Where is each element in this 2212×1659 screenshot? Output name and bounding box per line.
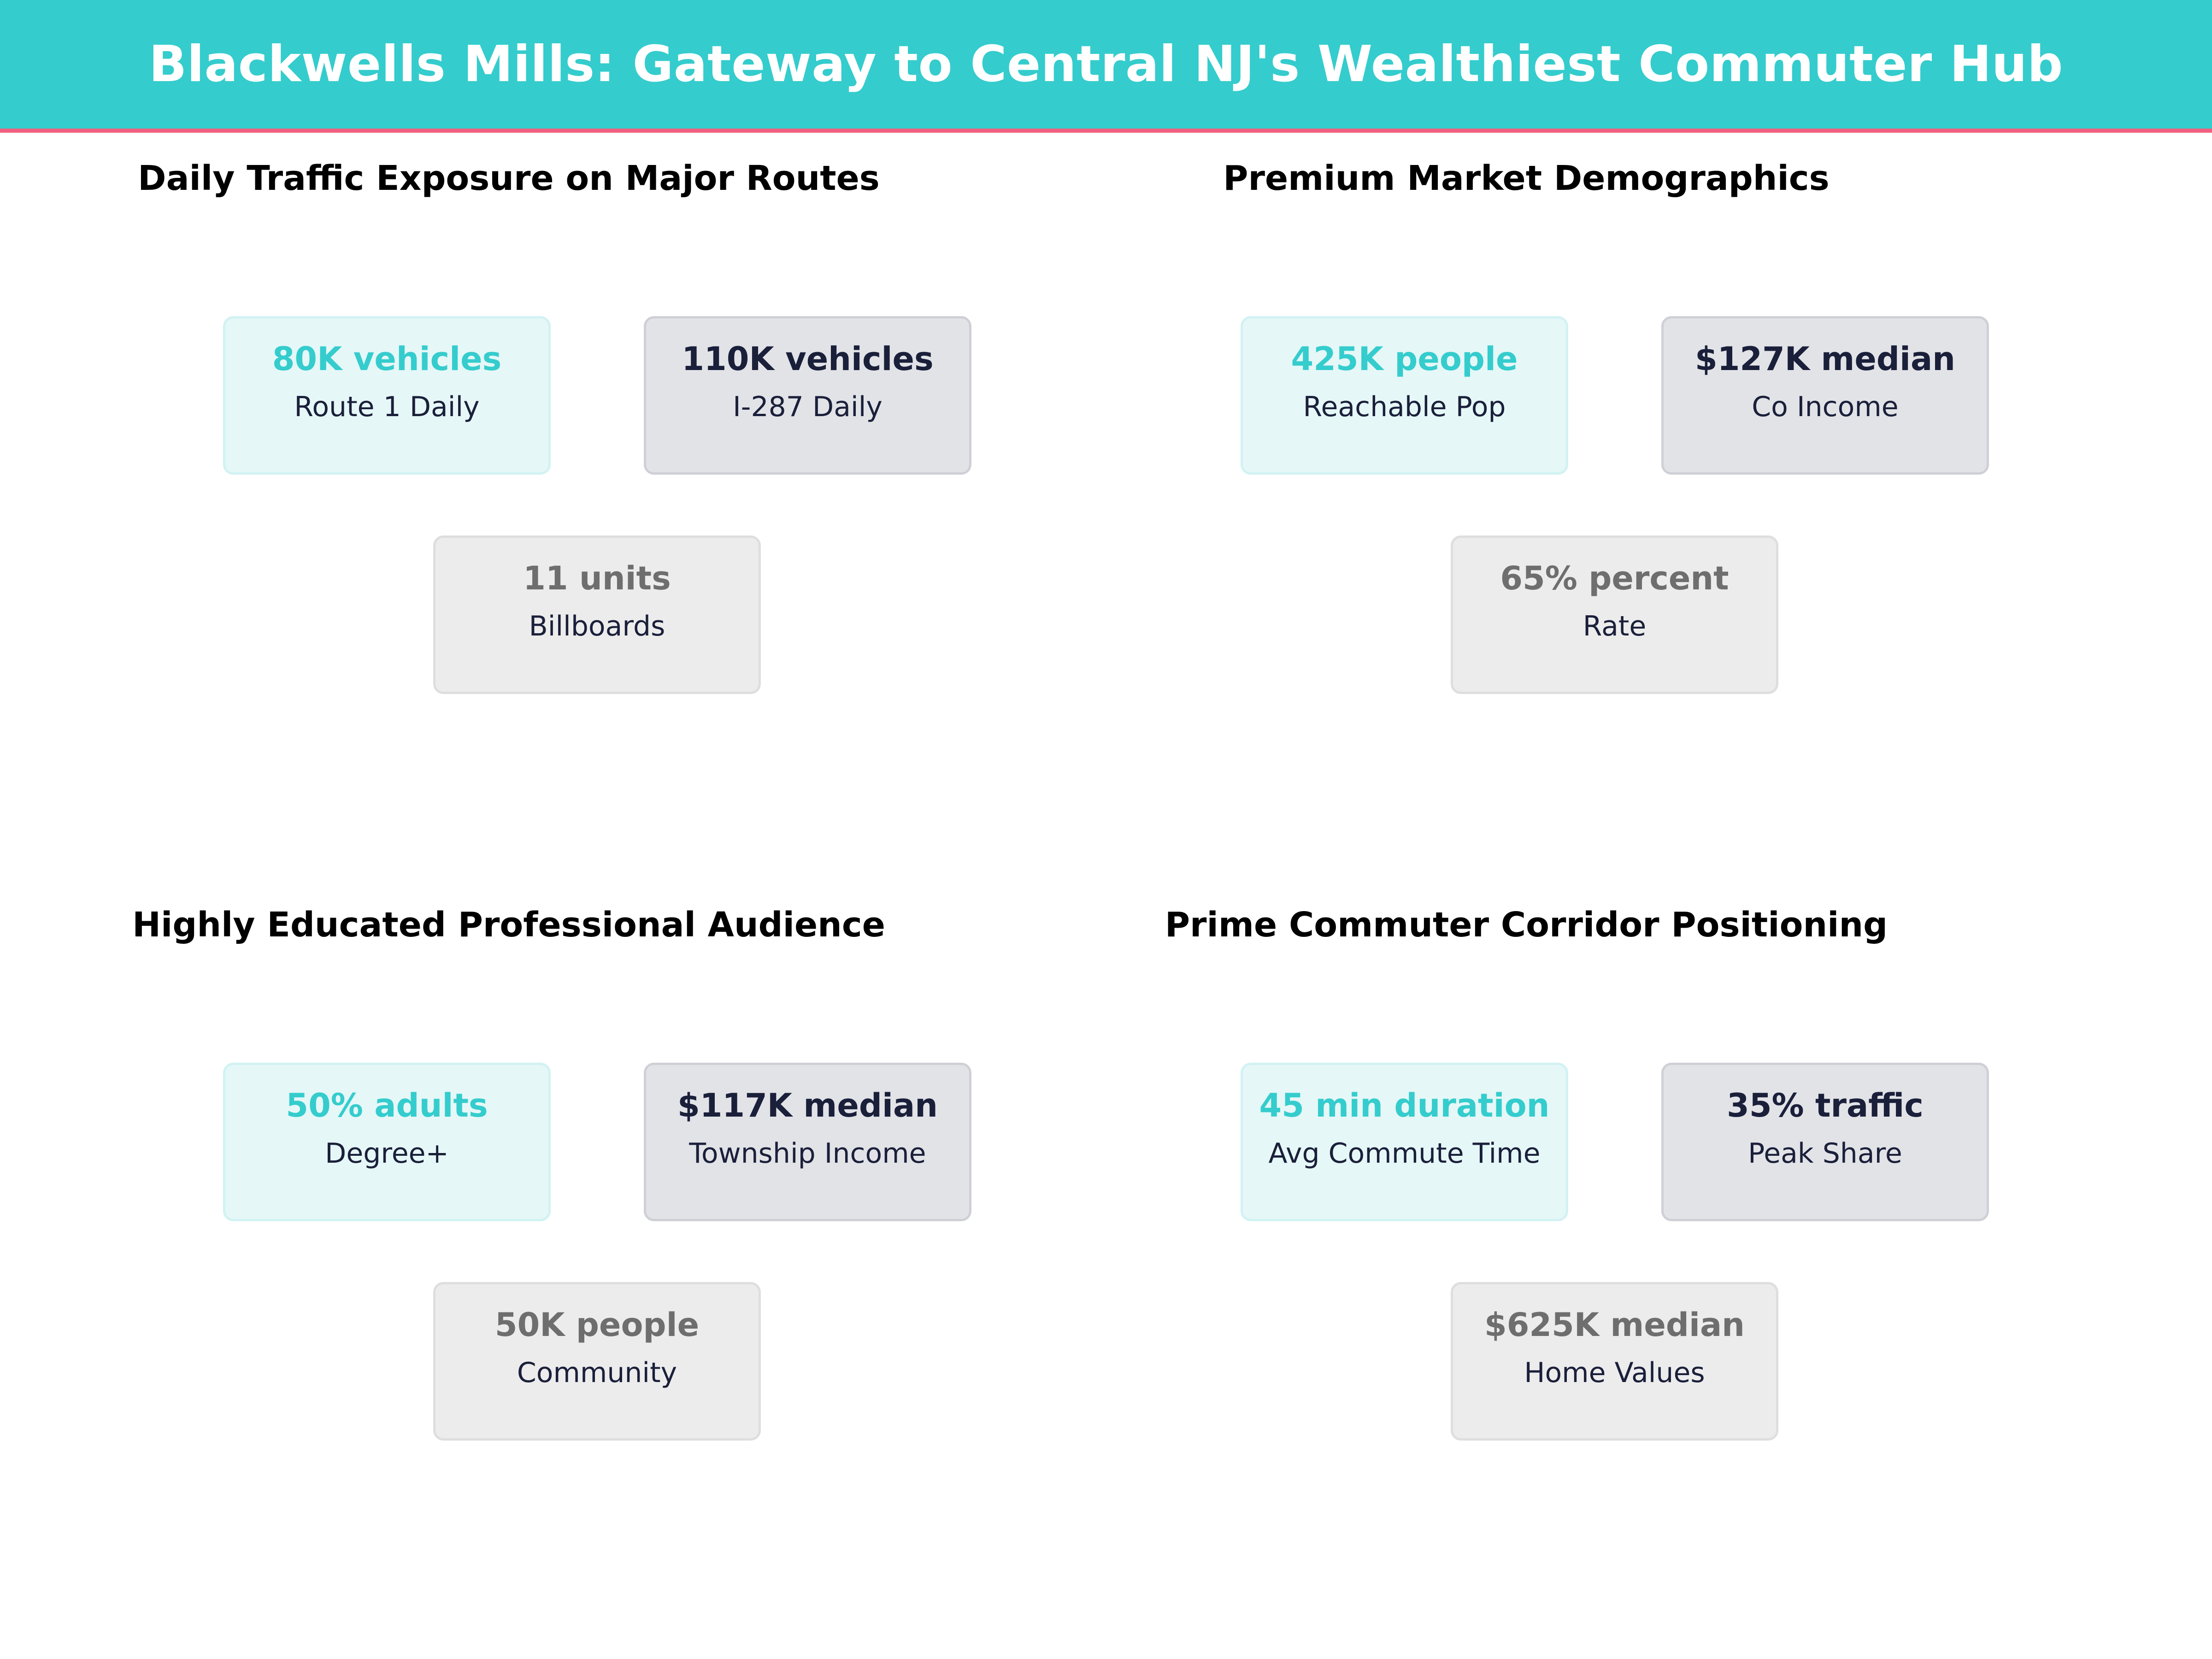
stat-label: Co Income	[1752, 391, 1899, 423]
section-title: Highly Educated Professional Audience	[132, 905, 885, 945]
stat-value: 45 min duration	[1259, 1087, 1550, 1124]
stat-card-reachable-pop: 425K people Reachable Pop	[1241, 316, 1568, 475]
section-market-demographics: Premium Market Demographics 425K people …	[1018, 0, 2035, 747]
stat-value: $625K median	[1484, 1306, 1745, 1344]
page-title: Blackwells Mills: Gateway to Central NJ'…	[148, 35, 2063, 93]
stat-value: 80K vehicles	[272, 340, 502, 378]
stat-value: 110K vehicles	[682, 340, 934, 378]
stat-value: 65% percent	[1500, 559, 1729, 597]
stat-card-route1: 80K vehicles Route 1 Daily	[223, 316, 551, 475]
stat-label: Reachable Pop	[1303, 391, 1506, 423]
header-accent-stripe	[0, 129, 2212, 133]
stat-label: Township Income	[689, 1137, 926, 1170]
stat-value: $127K median	[1694, 340, 1956, 378]
section-title: Premium Market Demographics	[1223, 159, 1830, 198]
stat-label: Avg Commute Time	[1268, 1137, 1541, 1170]
stat-value: $117K median	[677, 1087, 938, 1124]
stat-label: Route 1 Daily	[294, 391, 480, 423]
stat-label: Rate	[1583, 610, 1647, 642]
stat-card-commute-time: 45 min duration Avg Commute Time	[1241, 1063, 1568, 1221]
stat-label: Home Values	[1524, 1357, 1705, 1389]
section-educated-audience: Highly Educated Professional Audience 50…	[0, 747, 1018, 1493]
header-banner: Blackwells Mills: Gateway to Central NJ'…	[0, 0, 2212, 129]
stat-card-home-values: $625K median Home Values	[1451, 1282, 1778, 1441]
stat-card-co-income: $127K median Co Income	[1661, 316, 1989, 475]
stat-card-peak-share: 35% traffic Peak Share	[1661, 1063, 1989, 1221]
section-title: Daily Traffic Exposure on Major Routes	[138, 159, 880, 198]
stat-label: Billboards	[529, 610, 665, 642]
stat-card-township-income: $117K median Township Income	[644, 1063, 971, 1221]
stat-card-rate: 65% percent Rate	[1451, 535, 1778, 694]
stat-label: Community	[517, 1357, 677, 1389]
stat-label: Degree+	[325, 1137, 449, 1170]
stat-value: 35% traffic	[1727, 1087, 1924, 1124]
stat-card-community: 50K people Community	[433, 1282, 761, 1441]
stat-value: 11 units	[523, 559, 671, 597]
section-title: Prime Commuter Corridor Positioning	[1165, 905, 1888, 945]
stat-value: 50% adults	[286, 1087, 488, 1124]
stat-value: 425K people	[1291, 340, 1518, 378]
stat-card-billboards: 11 units Billboards	[433, 535, 761, 694]
section-traffic-exposure: Daily Traffic Exposure on Major Routes 8…	[0, 0, 1018, 747]
stat-card-i287: 110K vehicles I-287 Daily	[644, 316, 971, 475]
stat-card-degree: 50% adults Degree+	[223, 1063, 551, 1221]
stat-label: Peak Share	[1748, 1137, 1902, 1170]
stat-value: 50K people	[494, 1306, 700, 1344]
stat-label: I-287 Daily	[733, 391, 882, 423]
section-commuter-corridor: Prime Commuter Corridor Positioning 45 m…	[1018, 747, 2035, 1493]
